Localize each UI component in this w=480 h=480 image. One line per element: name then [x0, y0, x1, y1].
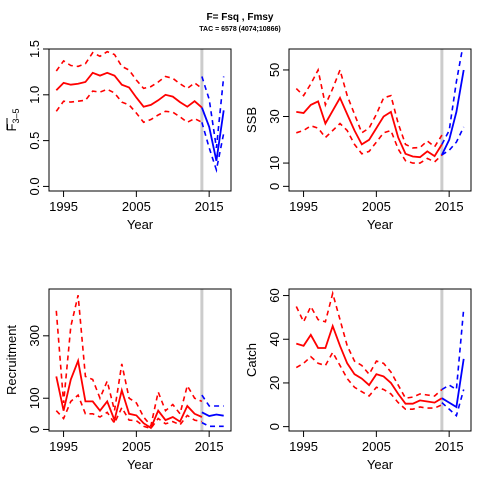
panel-recruitment: 1995 2005 2015 0 100 300 Year Recruitment — [4, 288, 232, 472]
x-tick-label: 2015 — [435, 439, 464, 454]
projection-median-line — [201, 107, 225, 161]
plot-area — [295, 290, 465, 418]
historical-upper-line — [295, 67, 443, 149]
historical-median-line — [296, 95, 443, 159]
y-tick-label: 1.0 — [27, 86, 42, 104]
figure-title: F= Fsq , Fmsy — [207, 12, 274, 23]
x-tick-label: 1995 — [289, 439, 318, 454]
x-tick-label: 2005 — [362, 439, 391, 454]
y-tick-label: 100 — [27, 387, 42, 409]
panel-catch: 1995 2005 2015 0 20 40 60 Year Catch — [244, 288, 472, 472]
y-axis-label: F3–5 — [4, 109, 21, 132]
x-tick-label: 2005 — [122, 199, 151, 214]
x-tick-label: 1995 — [49, 439, 78, 454]
y-tick-label: 50 — [267, 63, 282, 77]
projection-median-line — [201, 411, 224, 417]
y-tick-label: 60 — [267, 288, 282, 302]
projection-median-line — [441, 358, 465, 409]
x-axis-label: Year — [127, 457, 154, 472]
historical-median-line — [55, 71, 203, 109]
x-axis-label: Year — [367, 457, 394, 472]
y-tick-label: 0.0 — [27, 177, 42, 195]
projection-upper-line — [441, 308, 465, 391]
panel-ssb: 1995 2005 2015 0 10 30 50 Year SSB — [244, 48, 472, 232]
x-tick-label: 2005 — [122, 439, 151, 454]
projection-lower-line — [441, 126, 465, 156]
projection-lower-line — [441, 389, 465, 418]
historical-median-line — [296, 323, 443, 405]
y-tick-label: 0 — [267, 183, 282, 190]
y-axis-label: SSB — [244, 107, 259, 133]
y-tick-label: 10 — [267, 156, 282, 170]
historical-upper-line — [55, 295, 203, 428]
y-tick-label: 0 — [267, 423, 282, 430]
projection-upper-line — [441, 49, 464, 145]
y-tick-label: 0.5 — [27, 132, 42, 150]
projection-upper-line — [201, 394, 224, 407]
plot-frame — [48, 48, 232, 192]
x-tick-label: 2005 — [362, 199, 391, 214]
figure-subtitle: TAC = 6578 (4074;10866) — [199, 26, 280, 33]
x-tick-label: 2015 — [435, 199, 464, 214]
x-axis-label: Year — [367, 217, 394, 232]
x-tick-label: 1995 — [289, 199, 318, 214]
panel-f3-5: 1995 2005 2015 0.0 0.5 1.0 1.5 Year F3–5 — [4, 40, 232, 232]
x-axis-label: Year — [127, 217, 154, 232]
historical-lower-line — [55, 393, 203, 430]
plot-frame — [288, 288, 472, 432]
historical-lower-line — [296, 122, 443, 164]
y-axis-label: Recruitment — [4, 325, 19, 395]
y-tick-label: 300 — [27, 325, 42, 347]
historical-upper-line — [295, 290, 443, 400]
y-axis-label: Catch — [244, 343, 259, 377]
projection-median-line — [441, 69, 465, 156]
y-tick-label: 30 — [267, 109, 282, 123]
x-tick-label: 2015 — [195, 199, 224, 214]
historical-upper-line — [55, 50, 203, 90]
plot-area — [55, 50, 225, 174]
projection-upper-line — [201, 76, 225, 149]
x-tick-label: 1995 — [49, 199, 78, 214]
historical-lower-line — [55, 88, 203, 124]
plot-frame — [48, 288, 232, 432]
y-tick-label: 20 — [267, 376, 282, 390]
y-tick-label: 1.5 — [27, 40, 42, 58]
plot-frame — [288, 48, 472, 192]
x-tick-label: 2015 — [195, 439, 224, 454]
plot-area — [55, 295, 224, 430]
historical-lower-line — [295, 350, 443, 410]
plot-area — [295, 49, 465, 164]
y-tick-label: 0 — [27, 426, 42, 433]
projection-lower-line — [201, 122, 225, 174]
historical-median-line — [55, 357, 203, 430]
y-tick-label: 40 — [267, 332, 282, 346]
projection-lower-line — [201, 421, 224, 428]
